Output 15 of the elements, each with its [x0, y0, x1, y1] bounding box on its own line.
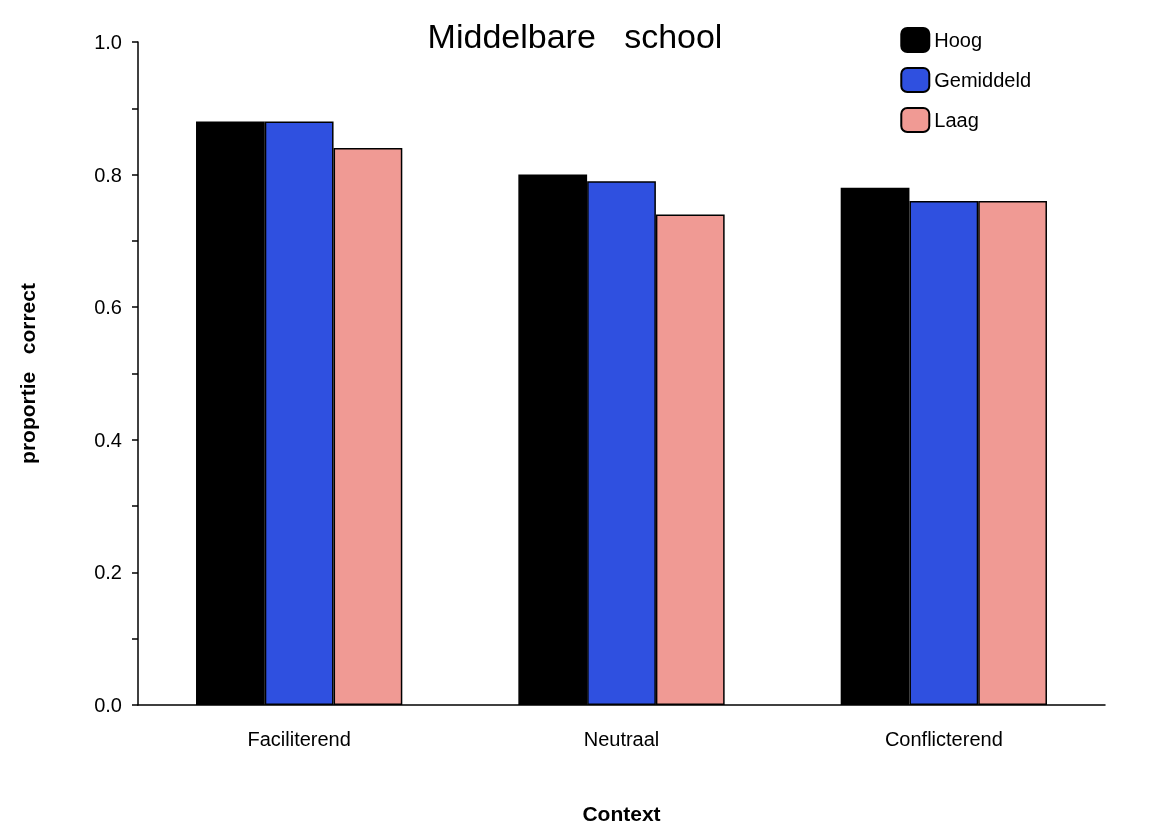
chart-title: Middelbare school: [427, 17, 723, 55]
y-tick-label: 1.0: [94, 31, 122, 53]
legend-label: Hoog: [934, 29, 983, 51]
x-tick-label: Faciliterend: [247, 728, 351, 750]
y-tick-label: 0.4: [94, 428, 122, 451]
x-axis-title: Context: [582, 802, 661, 825]
x-tick-label: Neutraal: [583, 728, 660, 750]
y-tick-label: 0.6: [94, 296, 122, 319]
x-tick-label: Conflicterend: [884, 728, 1003, 750]
y-tick-label: 0.2: [94, 561, 122, 584]
y-tick-label: 0.0: [94, 694, 122, 716]
y-axis-title: proportie correct: [16, 283, 39, 464]
legend-label: Laag: [934, 109, 979, 131]
y-tick-label: 0.8: [94, 163, 122, 186]
legend-label: Gemiddeld: [934, 69, 1031, 91]
